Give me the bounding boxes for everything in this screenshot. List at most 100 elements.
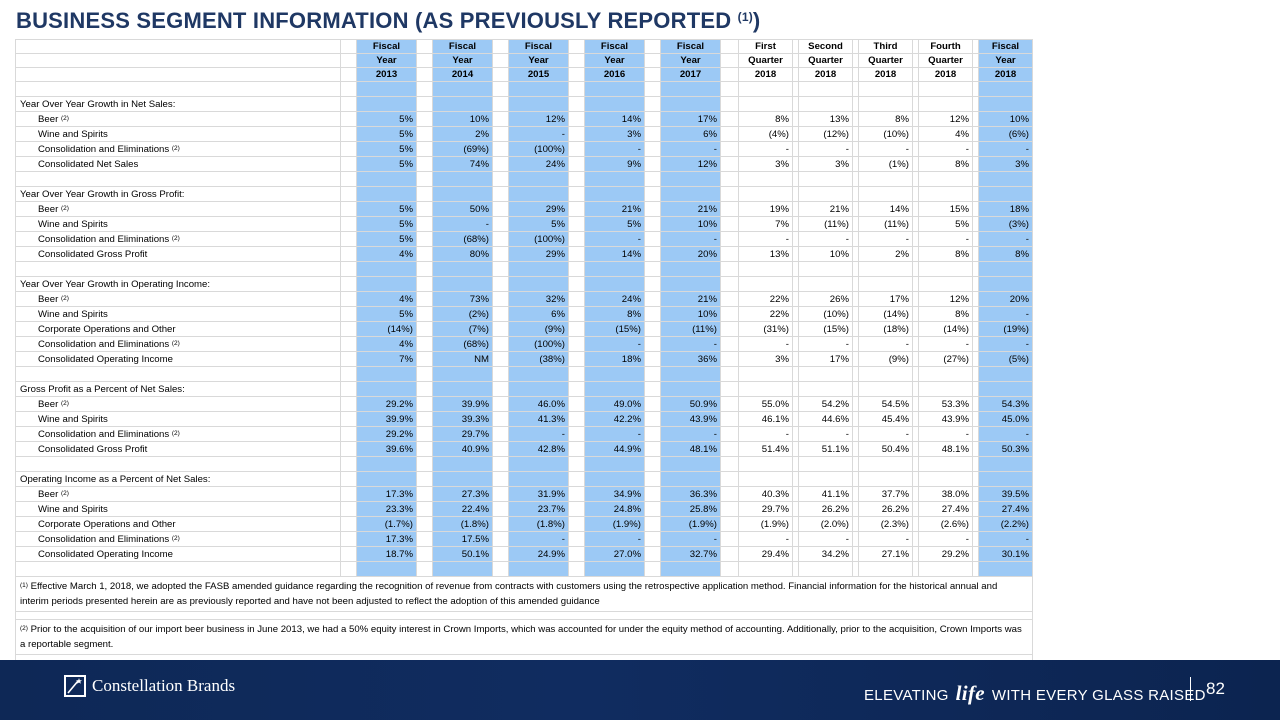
empty-cell xyxy=(416,411,433,427)
empty-cell xyxy=(416,141,433,157)
empty-cell xyxy=(644,67,661,82)
empty-cell xyxy=(644,516,661,532)
empty-cell xyxy=(508,381,569,397)
value-cell: 22% xyxy=(738,291,793,307)
value-cell: 32% xyxy=(508,291,569,307)
value-cell: (2.6%) xyxy=(918,516,973,532)
value-cell: 21% xyxy=(660,201,721,217)
empty-cell xyxy=(720,291,739,307)
empty-cell xyxy=(568,516,585,532)
empty-cell xyxy=(644,141,661,157)
empty-cell xyxy=(858,381,913,397)
empty-cell xyxy=(644,246,661,262)
empty-cell xyxy=(660,471,721,487)
star-logo-icon xyxy=(64,675,86,697)
value-cell: - xyxy=(858,426,913,442)
column-header: Fiscal xyxy=(978,39,1033,54)
value-cell: (4%) xyxy=(738,126,793,142)
value-cell: (14%) xyxy=(858,306,913,322)
spacer-row xyxy=(15,81,1033,97)
empty-cell xyxy=(416,111,433,127)
row-label: Wine and Spirits xyxy=(15,216,341,232)
empty-cell xyxy=(492,186,509,202)
value-cell: 20% xyxy=(978,291,1033,307)
value-cell: 12% xyxy=(918,111,973,127)
empty-cell xyxy=(918,96,973,112)
footnote-marker: (2) xyxy=(171,339,180,347)
empty-cell xyxy=(720,171,739,187)
value-cell: (2.0%) xyxy=(798,516,853,532)
value-cell: 27.0% xyxy=(584,546,645,562)
empty-cell xyxy=(340,156,357,172)
footnote-row: (2) Prior to the acquisition of our impo… xyxy=(15,619,1033,655)
empty-cell xyxy=(644,201,661,217)
value-cell: (100%) xyxy=(508,336,569,352)
empty-cell xyxy=(416,381,433,397)
empty-cell xyxy=(978,96,1033,112)
empty-cell xyxy=(492,141,509,157)
empty-cell xyxy=(340,126,357,142)
value-cell: 4% xyxy=(356,336,417,352)
empty-cell xyxy=(492,306,509,322)
table-row: Consolidation and Eliminations (2) 17.3% 1… xyxy=(15,531,1033,547)
value-cell: (2.2%) xyxy=(978,516,1033,532)
value-cell: - xyxy=(738,141,793,157)
value-cell: 39.3% xyxy=(432,411,493,427)
empty-cell xyxy=(738,261,793,277)
footnote: (2) Prior to the acquisition of our impo… xyxy=(15,619,1033,655)
table-row: Consolidation and Eliminations (2) 4% (68%… xyxy=(15,336,1033,352)
empty-cell xyxy=(738,96,793,112)
value-cell: 39.9% xyxy=(356,411,417,427)
value-cell: 8% xyxy=(858,111,913,127)
empty-cell xyxy=(492,39,509,54)
empty-cell xyxy=(798,471,853,487)
footer-divider xyxy=(1190,677,1191,701)
value-cell: 14% xyxy=(858,201,913,217)
empty-cell xyxy=(798,96,853,112)
empty-cell xyxy=(568,261,585,277)
value-cell: 7% xyxy=(738,216,793,232)
empty-cell xyxy=(644,486,661,502)
value-cell: (1.9%) xyxy=(584,516,645,532)
empty-cell xyxy=(798,186,853,202)
empty-cell xyxy=(720,111,739,127)
table-row: Wine and Spirits 5% (2%) 6% 8% 10% 22% (10%) (14… xyxy=(15,306,1033,322)
empty-cell xyxy=(978,186,1033,202)
value-cell: (10%) xyxy=(858,126,913,142)
value-cell: 48.1% xyxy=(918,441,973,457)
empty-cell xyxy=(568,396,585,412)
empty-cell xyxy=(492,441,509,457)
value-cell: 17.3% xyxy=(356,531,417,547)
value-cell: NM xyxy=(432,351,493,367)
empty-cell xyxy=(340,366,357,382)
value-cell: - xyxy=(798,336,853,352)
value-cell: 48.1% xyxy=(660,441,721,457)
empty-cell xyxy=(492,81,509,97)
value-cell: 5% xyxy=(584,216,645,232)
empty-cell xyxy=(356,81,417,97)
value-cell: 50.3% xyxy=(978,441,1033,457)
value-cell: (9%) xyxy=(858,351,913,367)
empty-cell xyxy=(858,276,913,292)
empty-cell xyxy=(644,231,661,247)
empty-cell xyxy=(738,456,793,472)
empty-cell xyxy=(416,561,433,577)
section-heading-row: Year Over Year Growth in Gross Profit: xyxy=(15,186,1033,202)
empty-cell xyxy=(568,366,585,382)
empty-cell xyxy=(416,336,433,352)
column-header: Year xyxy=(508,53,569,68)
value-cell: 54.2% xyxy=(798,396,853,412)
column-header: First xyxy=(738,39,793,54)
column-header: Fiscal xyxy=(584,39,645,54)
table-row: Wine and Spirits 5% -5% 5% 10% 7% (11%) (11%) 5%… xyxy=(15,216,1033,232)
value-cell: 36.3% xyxy=(660,486,721,502)
value-cell: 14% xyxy=(584,111,645,127)
footnote: (1) Effective March 1, 2018, we adopted … xyxy=(15,576,1033,612)
empty-cell xyxy=(584,456,645,472)
row-label-text: Beer xyxy=(38,398,59,410)
value-cell: 30.1% xyxy=(978,546,1033,562)
empty-cell xyxy=(416,441,433,457)
brand-name: Constellation Brands xyxy=(92,676,236,695)
value-cell: 44.6% xyxy=(798,411,853,427)
value-cell: 31.9% xyxy=(508,486,569,502)
